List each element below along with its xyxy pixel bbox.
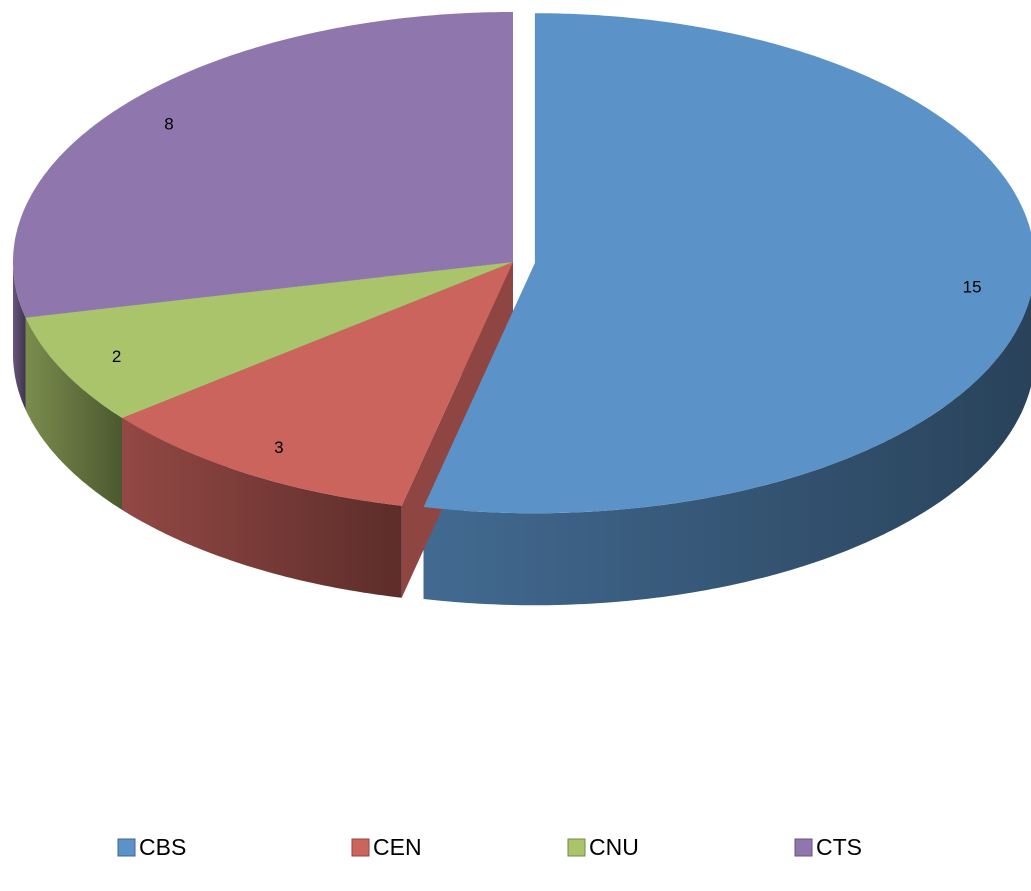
slice [25, 262, 513, 418]
slice [122, 262, 513, 506]
legend-label: CBS [139, 834, 186, 860]
data-label: 3 [274, 438, 283, 457]
data-label: 8 [164, 114, 173, 133]
legend-swatch [794, 838, 813, 857]
data-label: 2 [112, 347, 121, 366]
slice-outer-side [13, 262, 26, 410]
legend-swatch [117, 838, 136, 857]
legend-label: CNU [589, 834, 639, 860]
legend-swatch [567, 838, 586, 857]
slice-outer-side [423, 294, 1031, 606]
slice-outer-side [122, 417, 402, 598]
legend-label: CTS [816, 834, 862, 860]
slice [423, 13, 1031, 514]
slice [13, 12, 513, 318]
slice-outer-side [25, 317, 123, 510]
data-label: 15 [963, 277, 982, 296]
legend-swatch [351, 838, 370, 857]
legend-label: CEN [373, 834, 422, 860]
